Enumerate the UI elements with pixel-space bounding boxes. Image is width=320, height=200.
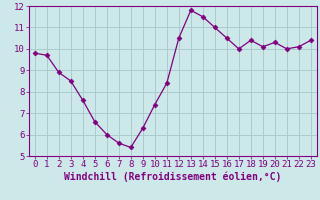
X-axis label: Windchill (Refroidissement éolien,°C): Windchill (Refroidissement éolien,°C) [64, 172, 282, 182]
